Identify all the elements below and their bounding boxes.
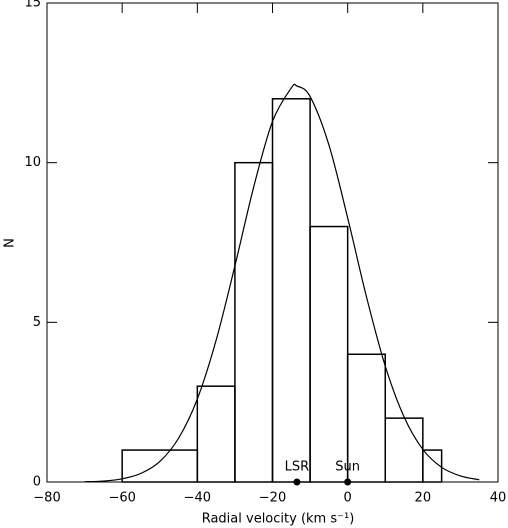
x-tick-label: −80 (33, 491, 60, 506)
fit-curve (84, 83, 480, 483)
y-tick-label: 10 (24, 155, 41, 170)
marker-label: LSR (285, 460, 310, 475)
x-tick-label: −60 (108, 491, 135, 506)
histogram-bar (309, 225, 349, 483)
histogram-bar (422, 449, 443, 483)
x-tick-label: 0 (344, 491, 352, 506)
histogram-bar (384, 417, 424, 483)
marker-dot (293, 478, 301, 486)
x-tick-label: 20 (415, 491, 432, 506)
x-tick-label: −20 (259, 491, 286, 506)
histogram-bar (271, 98, 311, 483)
x-tick-label: −40 (184, 491, 211, 506)
x-axis-label: Radial velocity (km s⁻¹) (202, 512, 355, 527)
marker-label: Sun (335, 460, 360, 475)
histogram-bar (121, 449, 199, 483)
histogram-bar (196, 385, 236, 483)
x-tick-label: 40 (490, 491, 507, 506)
y-tick-label: 0 (33, 475, 41, 490)
marker-dot (344, 478, 352, 486)
y-tick-label: 5 (33, 315, 41, 330)
y-tick-label: 15 (24, 0, 41, 11)
histogram-bar (234, 161, 274, 483)
y-axis-label: N (3, 238, 18, 248)
